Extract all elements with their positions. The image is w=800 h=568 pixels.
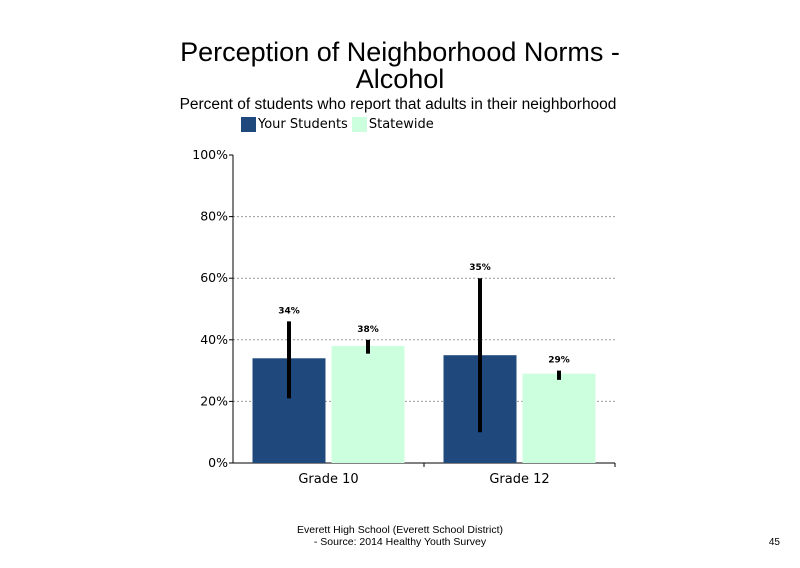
data-label: 29% — [548, 356, 570, 366]
data-label: 38% — [357, 325, 379, 335]
chart-title-line2: Alcohol — [355, 64, 445, 94]
data-label: 34% — [278, 306, 300, 316]
y-tick-label: 20% — [200, 393, 228, 408]
chart-legend: Your Students Statewide — [241, 117, 438, 132]
legend-item-statewide: Statewide — [351, 117, 434, 132]
category-label: Grade 10 — [298, 472, 358, 487]
category-label: Grade 12 — [489, 472, 549, 487]
y-tick-label: 60% — [200, 270, 228, 285]
y-tick-label: 0% — [208, 455, 228, 470]
footer-survey-source: - Source: 2014 Healthy Youth Survey — [313, 536, 487, 548]
legend-swatch-statewide — [351, 117, 367, 132]
y-tick-label: 100% — [192, 147, 228, 162]
legend-swatch-your-students — [241, 117, 256, 132]
footer-school: Everett High School (Everett School Dist… — [297, 524, 503, 536]
bar — [522, 373, 596, 463]
chart-subtitle: Percent of students who report that adul… — [179, 96, 617, 113]
legend-label-statewide: Statewide — [368, 117, 434, 132]
data-label: 35% — [469, 263, 491, 273]
footer-source: Everett High School (Everett School Dist… — [240, 524, 560, 548]
page-number: 45 — [768, 537, 780, 548]
y-tick-label: 40% — [200, 332, 228, 347]
legend-label-your-students: Your Students — [258, 117, 348, 132]
legend-item-your-students: Your Students — [241, 117, 348, 132]
y-tick-label: 80% — [200, 209, 228, 224]
bar — [331, 345, 405, 463]
chart-title-line1: Perception of Neighborhood Norms - — [180, 37, 620, 67]
